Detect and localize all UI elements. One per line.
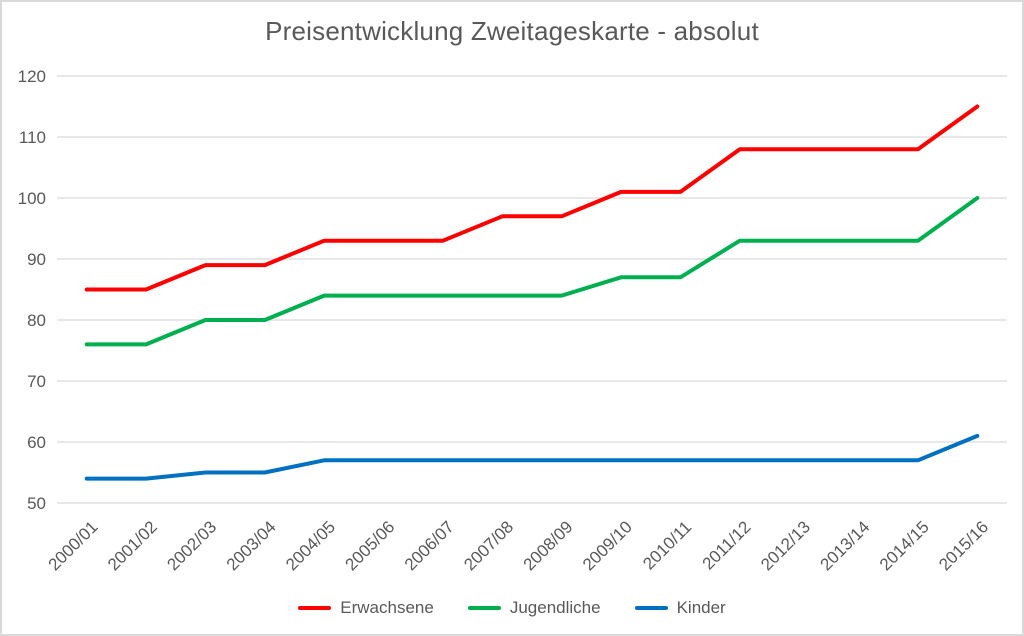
x-tick-label: 2014/15 <box>876 517 933 574</box>
x-tick-label: 2013/14 <box>817 517 874 574</box>
y-tick-label: 80 <box>27 311 46 330</box>
x-tick-label: 2008/09 <box>520 517 577 574</box>
legend-item-jugendliche: Jugendliche <box>467 598 601 618</box>
x-tick-label: 2015/16 <box>935 517 992 574</box>
x-tick-label: 2011/12 <box>699 517 755 573</box>
y-tick-label: 70 <box>27 372 46 391</box>
series-line-jugendliche <box>84 196 980 347</box>
legend-swatch-jugendliche <box>467 606 501 610</box>
legend-label: Kinder <box>676 598 726 617</box>
x-tick-label: 2002/03 <box>163 517 220 574</box>
x-tick-label: 2006/07 <box>401 517 458 574</box>
chart-legend: Erwachsene Jugendliche Kinder <box>2 598 1022 618</box>
y-tick-label: 110 <box>19 128 46 147</box>
legend-swatch-kinder <box>634 606 668 610</box>
y-tick-label: 90 <box>27 250 46 269</box>
chart-title: Preisentwicklung Zweitageskarte - absolu… <box>265 16 759 46</box>
y-tick-label: 120 <box>18 67 46 86</box>
y-tick-label: 50 <box>27 494 46 513</box>
series-line-kinder <box>84 433 980 481</box>
x-tick-label: 2001/02 <box>104 517 161 574</box>
x-tick-label: 2000/01 <box>45 517 102 574</box>
legend-label: Erwachsene <box>340 598 434 617</box>
series-line-erwachsene <box>84 104 980 292</box>
legend-label: Jugendliche <box>509 598 601 617</box>
legend-item-erwachsene: Erwachsene <box>298 598 434 618</box>
x-tick-label: 2005/06 <box>342 517 399 574</box>
y-tick-label: 100 <box>18 189 46 208</box>
x-tick-label: 2009/10 <box>579 517 636 574</box>
x-tick-label: 2007/08 <box>460 517 517 574</box>
x-tick-label: 2004/05 <box>282 517 339 574</box>
legend-item-kinder: Kinder <box>634 598 726 618</box>
x-tick-label: 2003/04 <box>223 517 280 574</box>
legend-swatch-erwachsene <box>298 606 332 610</box>
x-tick-label: 2012/13 <box>757 517 814 574</box>
y-tick-label: 60 <box>27 433 46 452</box>
x-tick-label: 2010/11 <box>639 517 695 573</box>
